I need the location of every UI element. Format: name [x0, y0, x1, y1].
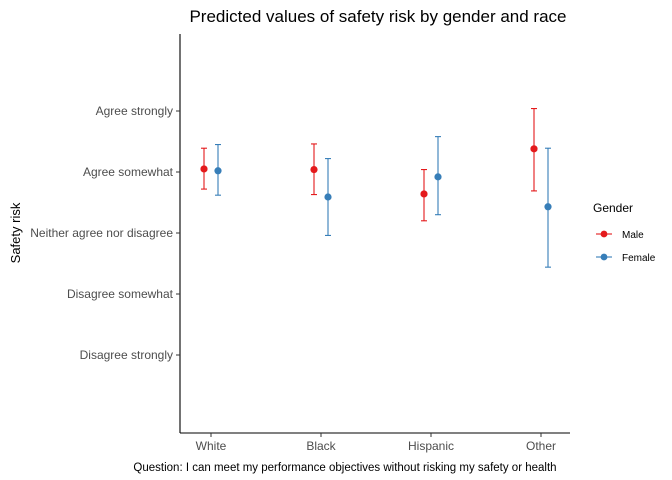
y-tick-label: Disagree strongly: [80, 348, 173, 362]
y-tick-label: Agree strongly: [96, 104, 173, 118]
x-axis: White Black Hispanic Other: [196, 433, 556, 453]
plot-area: [179, 34, 570, 434]
data-point: [544, 203, 552, 211]
data-marks: [200, 108, 552, 268]
legend: Gender Male Female: [593, 201, 656, 264]
legend-item-male: Male: [596, 230, 644, 241]
legend-key-point: [600, 230, 608, 238]
x-tick-label: Black: [306, 439, 336, 453]
x-axis-caption: Question: I can meet my performance obje…: [133, 462, 556, 474]
x-tick-label: Hispanic: [408, 439, 454, 453]
legend-key-point: [600, 253, 608, 261]
data-point: [434, 173, 442, 181]
legend-title: Gender: [593, 201, 633, 215]
data-point: [530, 145, 538, 153]
legend-item-female: Female: [596, 253, 656, 264]
y-tick-label: Neither agree nor disagree: [30, 226, 173, 240]
series-female: [214, 136, 552, 268]
x-tick-label: Other: [526, 439, 556, 453]
y-tick-label: Disagree somewhat: [67, 287, 174, 301]
legend-label: Female: [622, 253, 656, 264]
data-point: [214, 167, 222, 175]
data-point: [324, 193, 332, 201]
series-male: [200, 108, 538, 222]
data-point: [310, 165, 318, 174]
y-axis-title: Safety risk: [8, 202, 23, 263]
data-point: [200, 165, 208, 173]
data-point: [420, 190, 428, 198]
y-axis: Disagree strongly Disagree somewhat Neithe…: [30, 104, 180, 362]
legend-label: Male: [622, 230, 644, 241]
chart-title: Predicted values of safety risk by gende…: [189, 7, 566, 26]
x-tick-label: White: [196, 439, 227, 453]
y-tick-label: Agree somewhat: [83, 165, 174, 179]
